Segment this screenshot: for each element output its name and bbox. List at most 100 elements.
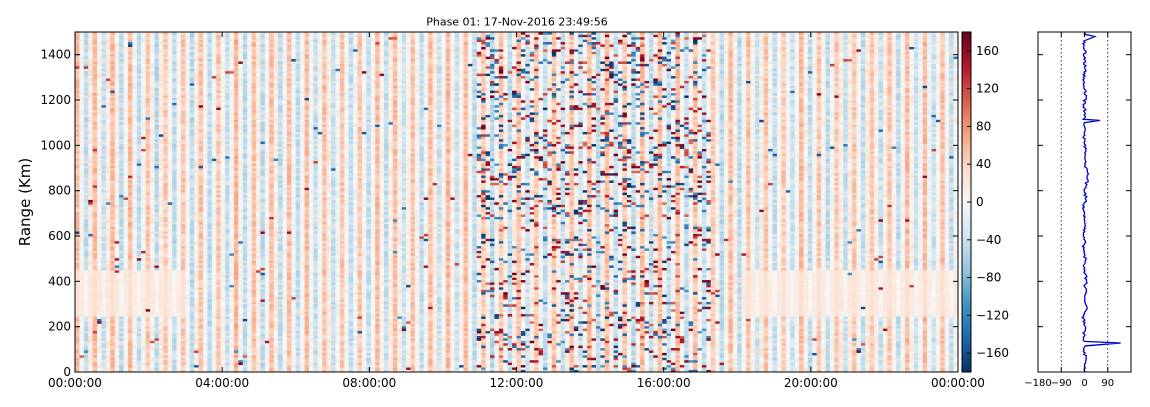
heatmap-cell — [207, 95, 212, 98]
heatmap-cell — [190, 348, 195, 351]
heatmap-cell — [93, 122, 98, 125]
heatmap-cell — [163, 141, 168, 144]
heatmap-cell — [110, 263, 115, 266]
heatmap-cell — [146, 321, 151, 324]
heatmap-cell — [75, 348, 80, 351]
heatmap-cell — [75, 253, 80, 256]
heatmap-cell — [154, 81, 159, 84]
heatmap-cell — [216, 93, 221, 96]
heatmap-cell — [101, 158, 106, 161]
heatmap-cell — [115, 314, 120, 317]
heatmap-cell — [141, 39, 146, 42]
heatmap-cell — [124, 275, 129, 278]
heatmap-cell — [163, 311, 168, 314]
heatmap-cell — [88, 367, 93, 370]
heatmap-cell — [110, 207, 115, 210]
heatmap-cell — [88, 231, 93, 234]
heatmap-cell — [141, 105, 146, 108]
heatmap-cell — [106, 173, 111, 176]
heatmap-cell — [216, 161, 221, 164]
heatmap-cell — [168, 357, 173, 360]
heatmap-cell — [163, 297, 168, 300]
heatmap-cell — [141, 236, 146, 239]
heatmap-cell — [190, 100, 195, 103]
heatmap-cell — [141, 217, 146, 220]
heatmap-cell — [221, 345, 226, 348]
heatmap-cell — [137, 180, 142, 183]
heatmap-cell — [177, 287, 182, 290]
heatmap-cell — [106, 221, 111, 224]
heatmap-cell — [225, 357, 230, 360]
heatmap-cell — [159, 204, 164, 207]
heatmap-cell — [168, 175, 173, 178]
heatmap-cell — [159, 314, 164, 317]
heatmap-cell — [207, 49, 212, 52]
heatmap-cell — [212, 34, 217, 37]
heatmap-cell — [115, 238, 120, 241]
heatmap-cell — [128, 204, 133, 207]
heatmap-cell — [221, 61, 226, 64]
heatmap-cell — [84, 170, 89, 173]
heatmap-cell — [141, 336, 146, 339]
heatmap-cell — [119, 54, 124, 57]
heatmap-cell — [168, 112, 173, 115]
heatmap-cell — [159, 226, 164, 229]
heatmap-cell — [203, 153, 208, 156]
heatmap-cell — [207, 61, 212, 64]
heatmap-cell — [75, 270, 80, 273]
heatmap-cell — [110, 258, 115, 261]
heatmap-cell — [106, 275, 111, 278]
heatmap-cell — [93, 287, 98, 290]
heatmap-cell — [84, 231, 89, 234]
heatmap-cell — [194, 365, 199, 368]
heatmap-cell — [75, 328, 80, 331]
heatmap-cell — [141, 185, 146, 188]
heatmap-cell — [212, 299, 217, 302]
heatmap-cell — [159, 64, 164, 67]
heatmap-cell — [163, 153, 168, 156]
heatmap-cell — [106, 161, 111, 164]
heatmap-cell — [79, 124, 84, 127]
heatmap-cell — [168, 350, 173, 353]
heatmap-cell — [146, 98, 151, 101]
heatmap-cell — [207, 299, 212, 302]
heatmap-cell — [154, 333, 159, 336]
heatmap-cell — [172, 100, 177, 103]
heatmap-cell — [110, 255, 115, 258]
heatmap-cell — [124, 214, 129, 217]
heatmap-cell — [203, 124, 208, 127]
heatmap-cell — [115, 54, 120, 57]
heatmap-cell — [146, 331, 151, 334]
heatmap-cell — [154, 61, 159, 64]
heatmap-cell — [110, 144, 115, 147]
heatmap-cell — [115, 365, 120, 368]
heatmap-cell — [132, 59, 137, 62]
heatmap-cell — [203, 117, 208, 120]
heatmap-cell — [124, 61, 129, 64]
heatmap-cell — [141, 340, 146, 343]
heatmap-cell — [97, 326, 102, 329]
heatmap-cell — [194, 129, 199, 132]
heatmap-cell — [154, 268, 159, 271]
heatmap-cell — [177, 297, 182, 300]
heatmap-cell — [199, 190, 204, 193]
heatmap-cell — [132, 234, 137, 237]
heatmap-cell — [190, 149, 195, 152]
heatmap-cell — [230, 158, 235, 161]
heatmap-cell — [132, 248, 137, 251]
heatmap-cell — [124, 192, 129, 195]
heatmap-cell — [159, 161, 164, 164]
heatmap-cell — [190, 360, 195, 363]
heatmap-cell — [137, 115, 142, 118]
heatmap-cell — [137, 168, 142, 171]
heatmap-cell — [110, 260, 115, 263]
heatmap-cell — [75, 112, 80, 115]
heatmap-cell — [199, 161, 204, 164]
heatmap-cell — [212, 49, 217, 52]
heatmap-cell — [115, 158, 120, 161]
heatmap-cell — [185, 309, 190, 312]
heatmap-cell — [97, 136, 102, 139]
heatmap-cell — [163, 112, 168, 115]
heatmap-cell — [79, 348, 84, 351]
heatmap-cell — [225, 153, 230, 156]
